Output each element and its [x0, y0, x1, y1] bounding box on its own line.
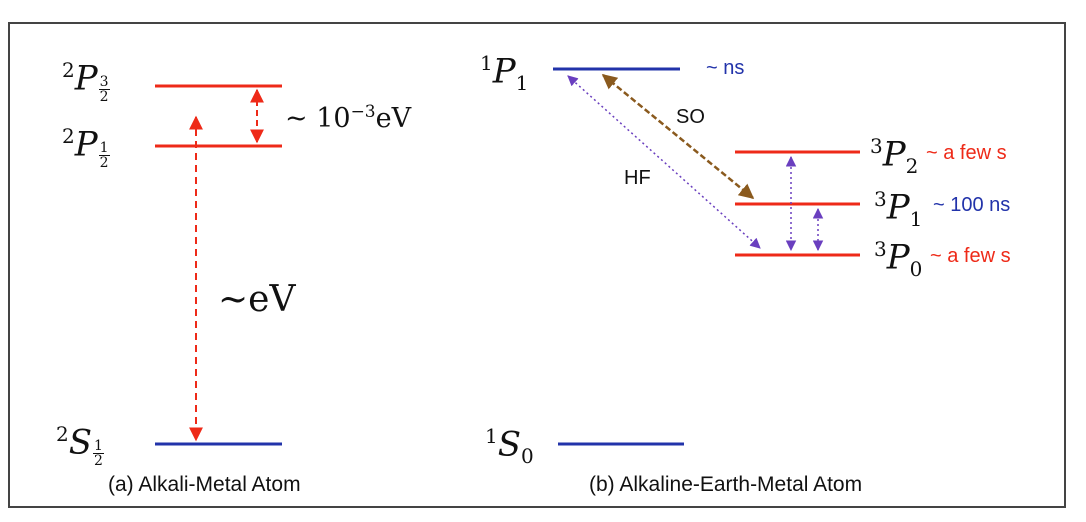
- transition-energy-label: ~eV: [218, 279, 296, 320]
- panel-a-caption: (a) Alkali-Metal Atom: [108, 473, 301, 496]
- hf-label: HF: [624, 167, 651, 189]
- level-label-2p12: 2P 1 2: [62, 124, 110, 172]
- figure-frame: [8, 22, 1066, 508]
- level-label-2p32: 2P 3 2: [62, 58, 110, 106]
- lifetime-1p1: ~ ns: [706, 57, 745, 79]
- level-label-1s0: 1S0: [485, 424, 534, 469]
- level-label-1p1: 1P1: [480, 51, 529, 96]
- level-label-3p2: 3P2: [870, 134, 919, 179]
- so-label: SO: [676, 106, 705, 128]
- level-label-3p1: 3P1: [874, 187, 923, 232]
- fine-splitting-label: ~ 10−3eV: [285, 102, 412, 134]
- lifetime-3p1: ~ 100 ns: [933, 194, 1011, 216]
- lifetime-3p2: ~ a few s: [926, 142, 1007, 164]
- panel-b-caption: (b) Alkaline-Earth-Metal Atom: [589, 473, 863, 496]
- level-label-2s12: 2S 1 2: [56, 422, 104, 470]
- hf-coupling-arrow: [567, 75, 761, 249]
- lifetime-3p0: ~ a few s: [930, 245, 1011, 267]
- level-label-3p0: 3P0: [874, 237, 923, 282]
